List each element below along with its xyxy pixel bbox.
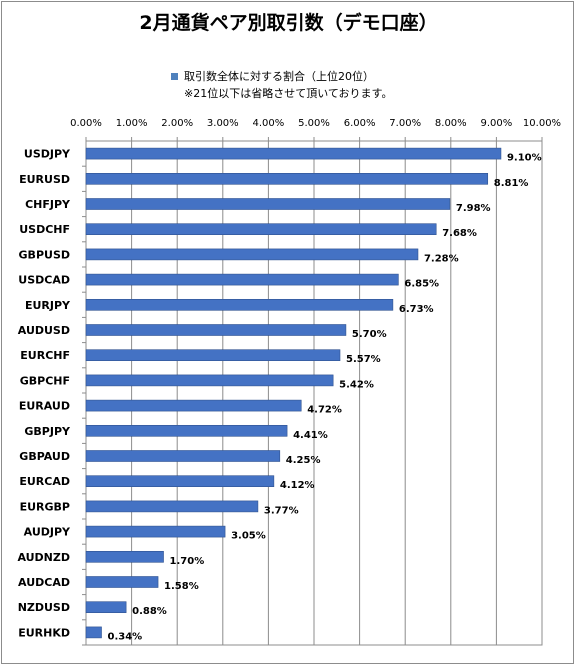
- bar: [85, 173, 489, 185]
- category-label: USDCHF: [19, 223, 70, 236]
- bar: [85, 374, 334, 387]
- value-label: 7.98%: [456, 203, 491, 214]
- value-label: 4.72%: [307, 405, 342, 416]
- x-tick-labels: 0.00% 1.00% 2.00% 3.00% 4.00% 5.00% 6.00% 7.00%…: [70, 118, 561, 129]
- category-label: AUDUSD: [18, 324, 70, 337]
- legend-entry: 取引数全体に対する割合（上位20位）: [171, 68, 392, 85]
- category-label: GBPCHF: [20, 374, 70, 387]
- x-tick-label: 9.00%: [481, 118, 513, 129]
- bar: [85, 525, 226, 538]
- bar: [85, 324, 347, 336]
- x-tick-label: 5.00%: [298, 118, 330, 129]
- bar: [85, 475, 275, 488]
- category-label: GBPUSD: [19, 248, 70, 261]
- category-labels: USDJPY EURUSD CHFJPY USDCHF GBPUSD USDCAD EURJ…: [17, 148, 71, 640]
- value-label: 5.42%: [339, 379, 374, 390]
- bar: [85, 248, 419, 261]
- category-label: EURCAD: [19, 475, 70, 488]
- value-label: 8.81%: [494, 178, 529, 189]
- chart-legend: 取引数全体に対する割合（上位20位） ※21位以下は省略させて頂いております。: [171, 68, 392, 102]
- bar: [85, 626, 102, 639]
- bar: [85, 223, 437, 235]
- value-label: 1.70%: [170, 556, 205, 567]
- legend-swatch: [171, 72, 178, 80]
- bar: [85, 147, 502, 160]
- category-label: AUDNZD: [17, 551, 70, 564]
- bar: [85, 424, 288, 437]
- value-label: 1.58%: [164, 581, 199, 592]
- bar: [85, 399, 302, 412]
- bar: [85, 273, 399, 286]
- category-label: AUDCAD: [18, 576, 70, 589]
- x-tick-label: 10.00%: [523, 118, 561, 129]
- bar: [85, 349, 341, 362]
- legend-note: ※21位以下は省略させて頂いております。: [184, 87, 393, 100]
- category-label: GBPJPY: [24, 425, 71, 438]
- category-label: AUDJPY: [24, 526, 71, 539]
- value-label: 7.28%: [424, 253, 459, 264]
- category-label: NZDUSD: [18, 601, 70, 614]
- category-label: EURGBP: [20, 500, 70, 513]
- category-label: EURCHF: [20, 349, 70, 362]
- value-label: 4.41%: [293, 430, 328, 441]
- value-label: 9.10%: [507, 153, 542, 164]
- bar: [85, 298, 394, 311]
- x-tick-label: 3.00%: [207, 118, 239, 129]
- category-label: EURUSD: [19, 173, 70, 186]
- bar: [85, 601, 127, 614]
- bar: [85, 576, 159, 588]
- bar: [85, 550, 164, 563]
- value-label: 5.57%: [346, 354, 381, 365]
- value-label: 0.34%: [108, 631, 143, 642]
- x-tick-label: 1.00%: [116, 118, 148, 129]
- value-label: 3.05%: [231, 531, 266, 542]
- category-label: CHFJPY: [25, 198, 71, 211]
- chart-title: 2月通貨ペア別取引数（デモ口座）: [139, 12, 438, 34]
- legend-entry-label: 取引数全体に対する割合（上位20位）: [184, 70, 374, 83]
- x-tick-label: 2.00%: [161, 118, 193, 129]
- bars: [85, 147, 502, 639]
- x-tick-label: 7.00%: [389, 118, 421, 129]
- value-label: 0.88%: [132, 606, 167, 617]
- value-label: 6.73%: [399, 304, 434, 315]
- x-tick-label: 4.00%: [253, 118, 285, 129]
- category-label: USDCAD: [18, 274, 70, 287]
- value-label: 7.68%: [442, 228, 477, 239]
- x-tick-label: 6.00%: [344, 118, 376, 129]
- bar: [85, 450, 281, 462]
- category-label: EURJPY: [25, 299, 71, 312]
- category-label: EURHKD: [18, 626, 70, 639]
- value-labels: 9.10% 8.81% 7.98% 7.68% 7.28% 6.85% 6.73% 5.70%…: [108, 153, 542, 643]
- x-tick-label: 0.00%: [70, 118, 102, 129]
- category-label: GBPAUD: [19, 450, 70, 463]
- category-label: EURAUD: [19, 400, 70, 413]
- value-label: 4.12%: [280, 480, 315, 491]
- value-label: 4.25%: [286, 455, 321, 466]
- value-label: 3.77%: [264, 505, 299, 516]
- x-tick-label: 8.00%: [435, 118, 467, 129]
- bar: [85, 198, 451, 210]
- value-label: 6.85%: [404, 279, 439, 290]
- category-label: USDJPY: [24, 148, 71, 161]
- value-label: 5.70%: [352, 329, 387, 340]
- bar: [85, 500, 259, 513]
